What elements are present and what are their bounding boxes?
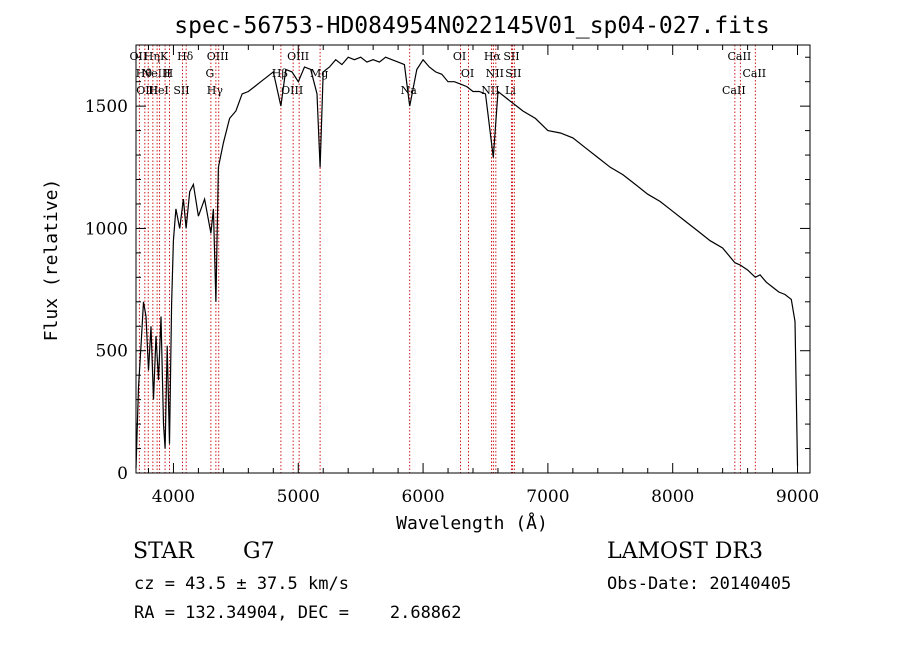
y-tick-label: 500 <box>96 342 128 362</box>
line-marker-label: Hδ <box>177 50 194 63</box>
line-marker-label: OIII <box>281 84 303 97</box>
observation-date: Obs-Date: 20140405 <box>607 574 792 594</box>
line-marker-label: NII <box>486 67 504 80</box>
line-marker-label: SII <box>505 67 521 80</box>
x-axis-ticks: 4000 5000 6000 7000 8000 9000 <box>147 45 819 507</box>
line-marker-label: OII <box>130 50 148 63</box>
coordinates: RA = 132.34904, DEC = 2.68862 <box>134 603 462 623</box>
line-marker-label: Mg <box>310 67 328 80</box>
line-marker-label: CaII <box>722 84 746 97</box>
line-marker-label: Hη <box>144 50 160 63</box>
line-marker-label: Hγ <box>207 84 224 97</box>
line-marker-label: OIII <box>207 50 229 63</box>
x-axis-label: Wavelength (Å) <box>396 512 548 534</box>
line-marker-label: Na <box>401 84 418 97</box>
line-marker-label: G <box>205 67 214 80</box>
spectrum-line <box>135 56 799 469</box>
line-marker-label: OI <box>461 67 474 80</box>
x-tick-label: 8000 <box>651 487 694 507</box>
line-marker-label: SII <box>503 50 519 63</box>
x-tick-label: 7000 <box>526 487 569 507</box>
line-marker-label: CaII <box>742 67 766 80</box>
x-tick-label: 6000 <box>401 487 444 507</box>
y-axis-label: Flux (relative) <box>41 179 62 342</box>
line-marker-label: H <box>164 67 174 80</box>
line-marker-label: Li <box>505 84 516 97</box>
chart-title: spec-56753-HD084954N022145V01_sp04-027.f… <box>174 13 769 39</box>
line-marker-label: Hα <box>484 50 502 63</box>
line-marker-label: SII <box>173 84 189 97</box>
object-class: STAR <box>133 539 194 564</box>
line-marker-label: K <box>160 50 169 63</box>
y-axis-ticks: 0 500 1000 1500 <box>85 56 810 484</box>
line-marker-label: NeIII <box>142 67 171 80</box>
y-tick-label: 0 <box>117 464 128 484</box>
redshift-cz: cz = 43.5 ± 37.5 km/s <box>134 574 349 594</box>
object-subclass: G7 <box>243 539 275 564</box>
line-marker-label: CaII <box>728 50 752 63</box>
survey-name: LAMOST DR3 <box>607 539 763 564</box>
x-tick-label: 4000 <box>152 487 195 507</box>
line-marker-label: OI <box>453 50 466 63</box>
line-marker-label: Hβ <box>272 67 288 80</box>
y-tick-label: 1500 <box>85 97 128 117</box>
x-tick-label: 5000 <box>277 487 320 507</box>
x-tick-label: 9000 <box>776 487 819 507</box>
y-tick-label: 1000 <box>85 219 128 239</box>
line-markers: OIIHθOIIIHηNeIIIHeIKHSIIHδGHγOIIIHβOIIIO… <box>130 45 766 473</box>
line-marker-label: NII <box>481 84 499 97</box>
line-marker-label: HeI <box>148 84 168 97</box>
line-marker-label: OIII <box>287 50 309 63</box>
